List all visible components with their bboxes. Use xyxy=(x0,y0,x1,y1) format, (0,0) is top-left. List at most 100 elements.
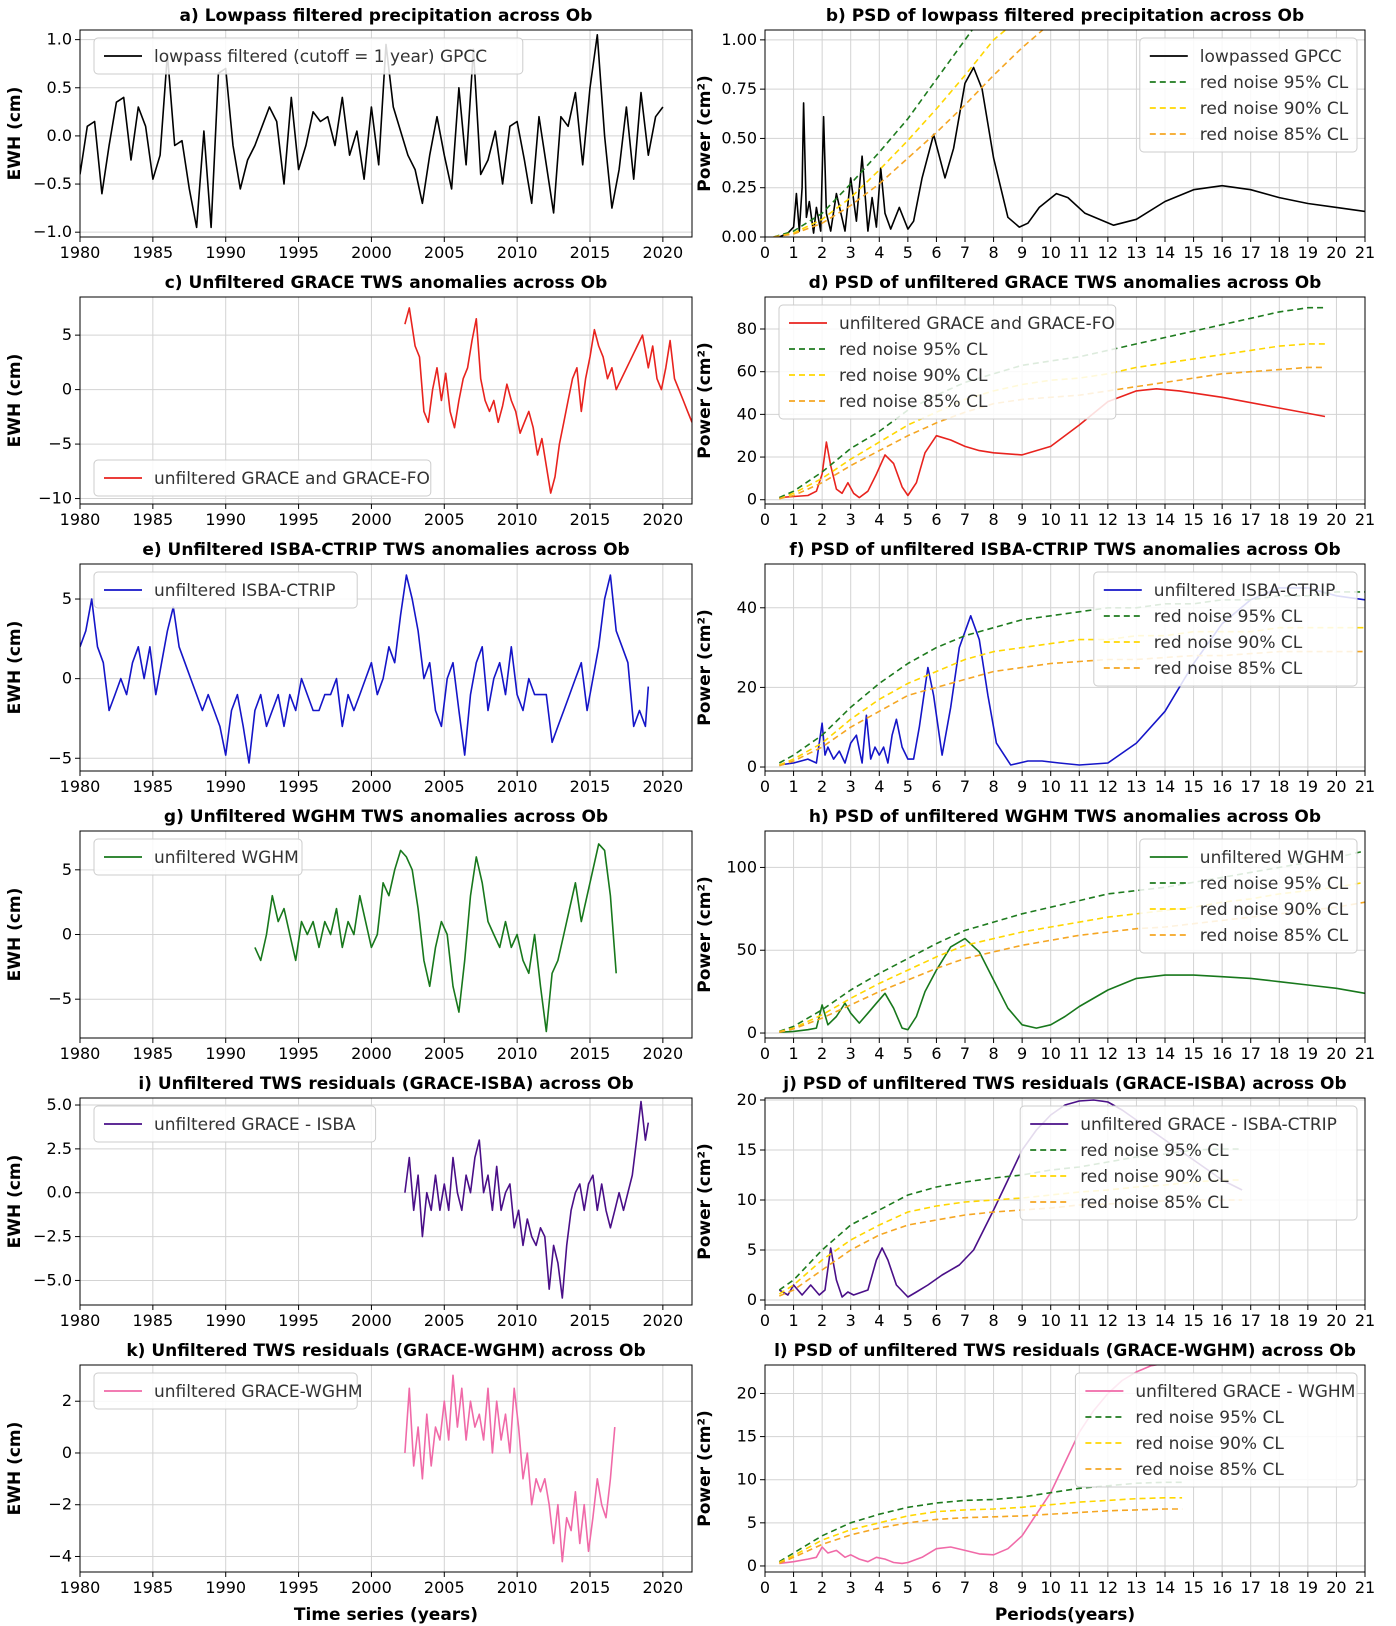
legend: unfiltered GRACE - WGHM red noise 95% CL r… xyxy=(1074,1372,1358,1488)
x-tick-label: 1985 xyxy=(132,1044,173,1063)
x-tick-label: 1995 xyxy=(278,510,319,529)
x-tick-label: 9 xyxy=(1017,1311,1027,1330)
panel-title: h) PSD of unfiltered WGHM TWS anomalies … xyxy=(809,807,1321,827)
legend: unfiltered GRACE - ISBA xyxy=(93,1105,377,1143)
x-tick-label: 19 xyxy=(1298,1044,1318,1063)
legend: unfiltered GRACE-WGHM xyxy=(93,1372,363,1410)
y-tick-label: 15 xyxy=(737,1140,757,1159)
x-tick-label: 7 xyxy=(960,1578,970,1597)
series-line-d-1 xyxy=(778,306,1325,499)
x-tick-label: 9 xyxy=(1017,1044,1027,1063)
x-tick-label: 18 xyxy=(1269,243,1289,262)
legend-label: unfiltered GRACE - ISBA-CTRIP xyxy=(1080,1115,1337,1135)
x-tick-label: 13 xyxy=(1126,1578,1146,1597)
x-tick-label: 18 xyxy=(1269,777,1289,796)
x-tick-label: 21 xyxy=(1355,1311,1375,1330)
x-tick-label: 2010 xyxy=(497,1044,538,1063)
y-tick-label: 1.00 xyxy=(721,30,757,49)
x-tick-label: 2 xyxy=(817,510,827,529)
legend-box xyxy=(93,571,358,609)
x-tick-label: 21 xyxy=(1355,243,1375,262)
legend-box xyxy=(1093,571,1358,687)
x-tick-label: 8 xyxy=(988,1578,998,1597)
y-tick-label: 0 xyxy=(747,1290,757,1309)
y-axis-label: Power (cm²) xyxy=(695,876,715,992)
legend-box xyxy=(778,304,1117,420)
x-tick-label: 12 xyxy=(1098,1044,1118,1063)
y-tick-label: −5 xyxy=(48,989,72,1008)
y-tick-label: 5 xyxy=(62,589,72,608)
x-tick-label: 15 xyxy=(1183,1311,1203,1330)
x-tick-label: 3 xyxy=(846,1578,856,1597)
y-axis-label: Power (cm²) xyxy=(695,342,715,458)
x-tick-label: 15 xyxy=(1183,510,1203,529)
x-tick-label: 4 xyxy=(874,510,884,529)
x-tick-label: 1 xyxy=(788,510,798,529)
x-tick-label: 11 xyxy=(1069,510,1089,529)
series-line-h-1 xyxy=(779,850,1365,1033)
panel-title: a) Lowpass filtered precipitation across… xyxy=(180,6,593,26)
x-tick-label: 20 xyxy=(1326,777,1346,796)
legend: unfiltered GRACE and GRACE-FO red noise 9… xyxy=(778,304,1117,420)
legend-label: red noise 95% CL xyxy=(1200,73,1349,93)
x-tick-label: 5 xyxy=(903,510,913,529)
x-tick-label: 3 xyxy=(846,243,856,262)
x-tick-label: 1985 xyxy=(132,1311,173,1330)
legend-box xyxy=(93,1372,358,1410)
legend-label: red noise 95% CL xyxy=(839,340,988,360)
panel-d: 0 1 2 3 4 5 6 7 8 9 10 11 12 13 14 15 16 17 18 19 20 21020406… xyxy=(695,273,1375,529)
legend-label: red noise 90% CL xyxy=(1080,1167,1229,1187)
x-tick-label: 0 xyxy=(760,1311,770,1330)
x-tick-label: 1980 xyxy=(60,1578,101,1597)
x-tick-label: 4 xyxy=(874,1311,884,1330)
x-tick-label: 11 xyxy=(1069,1578,1089,1597)
x-tick-label: 2010 xyxy=(497,1578,538,1597)
series-line-f-0 xyxy=(779,587,1365,766)
x-tick-label: 5 xyxy=(903,1311,913,1330)
legend-label: red noise 85% CL xyxy=(839,392,988,412)
series-line-b-0 xyxy=(778,66,1365,237)
y-tick-label: 0.50 xyxy=(721,128,757,147)
x-tick-label: 19 xyxy=(1298,1311,1318,1330)
y-tick-label: −1.0 xyxy=(33,222,72,241)
y-axis-label: Power (cm²) xyxy=(695,1143,715,1259)
x-tick-label: 2020 xyxy=(642,1311,683,1330)
x-tick-label: 8 xyxy=(988,1044,998,1063)
legend: unfiltered ISBA-CTRIP xyxy=(93,571,358,609)
y-tick-label: −10 xyxy=(38,489,72,508)
x-tick-label: 16 xyxy=(1212,1578,1232,1597)
xlabel-time-series: Time series (years) xyxy=(294,1605,478,1625)
x-tick-label: 12 xyxy=(1098,1578,1118,1597)
panel-title: c) Unfiltered GRACE TWS anomalies across… xyxy=(165,273,608,293)
x-tick-label: 2005 xyxy=(424,1578,465,1597)
x-tick-label: 8 xyxy=(988,777,998,796)
y-tick-label: 2 xyxy=(62,1391,72,1410)
x-tick-label: 2010 xyxy=(497,510,538,529)
plot-frame xyxy=(79,29,693,238)
plot-frame xyxy=(79,563,693,772)
legend-label: red noise 85% CL xyxy=(1200,125,1349,145)
x-tick-label: 10 xyxy=(1041,1578,1061,1597)
series-line-d-0 xyxy=(779,387,1326,499)
legend: lowpassed GPCC red noise 95% CL red noise … xyxy=(1139,37,1358,153)
x-tick-label: 1985 xyxy=(132,777,173,796)
series-line-l-1 xyxy=(778,1481,1183,1563)
y-tick-label: 20 xyxy=(737,1090,757,1109)
plot-frame xyxy=(764,1364,1366,1573)
panel-h: 0 1 2 3 4 5 6 7 8 9 10 11 12 13 14 15 16 17 18 19 20 21050100… xyxy=(695,807,1375,1063)
legend-label: red noise 90% CL xyxy=(1154,633,1303,653)
plot-frame xyxy=(79,1097,693,1306)
x-tick-label: 2 xyxy=(817,243,827,262)
legend-box xyxy=(1139,838,1358,954)
series-line-j-2 xyxy=(778,1179,1243,1295)
y-tick-label: −5 xyxy=(48,748,72,767)
x-tick-label: 21 xyxy=(1355,777,1375,796)
legend-label: lowpass filtered (cutoff = 1 year) GPCC xyxy=(154,47,487,67)
y-axis-label: Power (cm²) xyxy=(695,1410,715,1526)
x-tick-label: 6 xyxy=(931,777,941,796)
legend-label: unfiltered GRACE - WGHM xyxy=(1135,1382,1355,1402)
series-line-c-0 xyxy=(404,307,692,494)
x-tick-label: 2010 xyxy=(497,777,538,796)
panel-title: f) PSD of unfiltered ISBA-CTRIP TWS anom… xyxy=(789,540,1340,560)
